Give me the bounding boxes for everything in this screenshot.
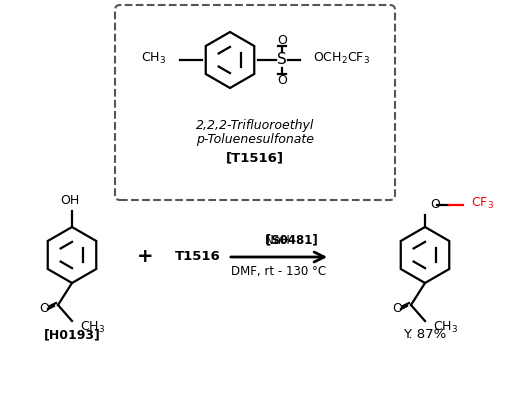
Text: T1516: T1516	[175, 251, 221, 264]
Text: CH$_3$: CH$_3$	[80, 320, 105, 335]
Text: DMF, rt - 130 °C: DMF, rt - 130 °C	[231, 266, 327, 279]
Text: CH$_3$: CH$_3$	[433, 320, 458, 335]
Text: O: O	[430, 198, 440, 211]
Text: Y. 87%: Y. 87%	[404, 328, 447, 341]
Text: 2,2,2-Trifluoroethyl: 2,2,2-Trifluoroethyl	[196, 119, 314, 132]
Text: CH$_3$: CH$_3$	[141, 51, 166, 66]
Text: p-Toluenesulfonate: p-Toluenesulfonate	[196, 134, 314, 147]
FancyArrowPatch shape	[231, 252, 324, 262]
Text: OH: OH	[60, 194, 80, 207]
Text: O: O	[277, 34, 287, 47]
Text: CF$_3$: CF$_3$	[471, 196, 494, 211]
Text: [S0481]: [S0481]	[241, 234, 317, 247]
Text: [T1516]: [T1516]	[226, 151, 284, 164]
Text: O: O	[277, 73, 287, 87]
Text: [H0193]: [H0193]	[44, 328, 100, 341]
FancyBboxPatch shape	[115, 5, 395, 200]
Text: +: +	[137, 247, 153, 266]
Text: NaH: NaH	[265, 234, 293, 247]
Text: S: S	[277, 53, 287, 68]
Text: OCH$_2$CF$_3$: OCH$_2$CF$_3$	[313, 51, 370, 66]
Text: O: O	[39, 301, 49, 315]
Text: O: O	[392, 301, 402, 315]
